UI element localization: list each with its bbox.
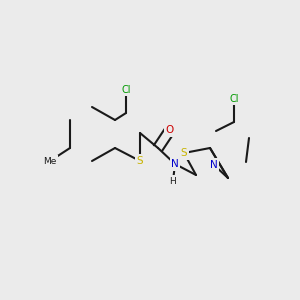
Text: O: O bbox=[166, 125, 174, 135]
Text: Cl: Cl bbox=[121, 85, 131, 95]
Text: N: N bbox=[210, 160, 218, 170]
Text: Cl: Cl bbox=[229, 94, 239, 104]
Text: H: H bbox=[169, 176, 176, 185]
Text: S: S bbox=[137, 156, 143, 166]
Text: N: N bbox=[171, 159, 179, 169]
Text: Me: Me bbox=[43, 157, 57, 166]
Text: S: S bbox=[181, 148, 187, 158]
